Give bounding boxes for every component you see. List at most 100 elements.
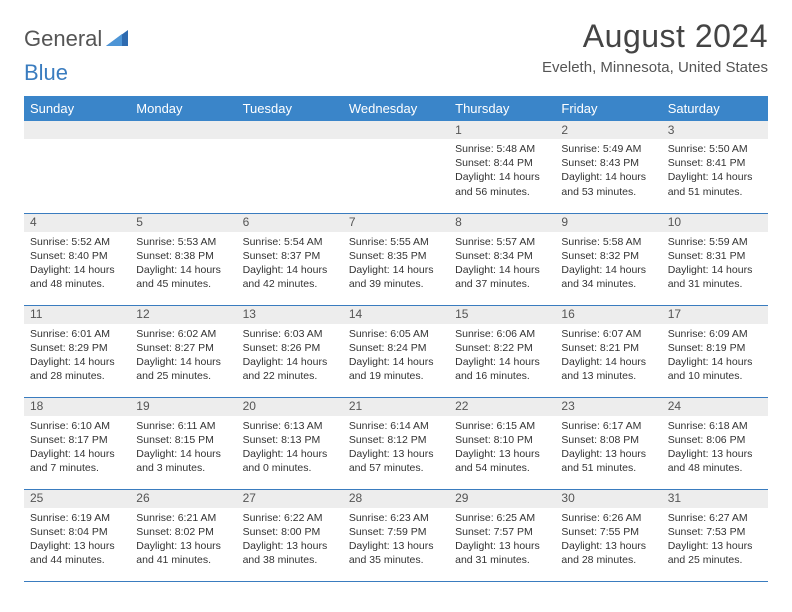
- day-info-line: Sunset: 8:38 PM: [136, 249, 230, 263]
- day-info-line: Daylight: 14 hours and 56 minutes.: [455, 170, 549, 198]
- day-info-line: Daylight: 14 hours and 16 minutes.: [455, 355, 549, 383]
- day-info-line: Sunset: 8:19 PM: [668, 341, 762, 355]
- day-info-line: Sunset: 7:55 PM: [561, 525, 655, 539]
- day-number: 7: [343, 214, 449, 232]
- day-info-line: Daylight: 13 hours and 57 minutes.: [349, 447, 443, 475]
- day-number: 13: [237, 306, 343, 324]
- day-info-line: Sunset: 7:57 PM: [455, 525, 549, 539]
- weekday-header: Sunday: [24, 96, 130, 121]
- day-content: Sunrise: 6:25 AMSunset: 7:57 PMDaylight:…: [449, 508, 555, 572]
- day-content: Sunrise: 5:55 AMSunset: 8:35 PMDaylight:…: [343, 232, 449, 296]
- day-number: 15: [449, 306, 555, 324]
- day-info-line: Sunset: 8:10 PM: [455, 433, 549, 447]
- day-info-line: Sunrise: 6:15 AM: [455, 419, 549, 433]
- day-info-line: Sunset: 8:37 PM: [243, 249, 337, 263]
- day-info-line: Sunrise: 6:05 AM: [349, 327, 443, 341]
- day-info-line: Sunrise: 5:49 AM: [561, 142, 655, 156]
- calendar-day-cell: 26Sunrise: 6:21 AMSunset: 8:02 PMDayligh…: [130, 489, 236, 581]
- day-number-empty: [237, 121, 343, 139]
- day-content: Sunrise: 6:19 AMSunset: 8:04 PMDaylight:…: [24, 508, 130, 572]
- calendar-day-cell: 7Sunrise: 5:55 AMSunset: 8:35 PMDaylight…: [343, 213, 449, 305]
- day-content: Sunrise: 5:58 AMSunset: 8:32 PMDaylight:…: [555, 232, 661, 296]
- calendar-day-cell: 24Sunrise: 6:18 AMSunset: 8:06 PMDayligh…: [662, 397, 768, 489]
- weekday-header: Wednesday: [343, 96, 449, 121]
- day-number: 11: [24, 306, 130, 324]
- calendar-day-cell: 29Sunrise: 6:25 AMSunset: 7:57 PMDayligh…: [449, 489, 555, 581]
- calendar-day-cell: 28Sunrise: 6:23 AMSunset: 7:59 PMDayligh…: [343, 489, 449, 581]
- calendar-day-cell: 1Sunrise: 5:48 AMSunset: 8:44 PMDaylight…: [449, 121, 555, 213]
- day-number-empty: [24, 121, 130, 139]
- day-number-empty: [130, 121, 236, 139]
- calendar-week-row: 18Sunrise: 6:10 AMSunset: 8:17 PMDayligh…: [24, 397, 768, 489]
- day-content: Sunrise: 6:27 AMSunset: 7:53 PMDaylight:…: [662, 508, 768, 572]
- calendar-day-cell: 25Sunrise: 6:19 AMSunset: 8:04 PMDayligh…: [24, 489, 130, 581]
- day-number-empty: [343, 121, 449, 139]
- day-info-line: Sunset: 8:40 PM: [30, 249, 124, 263]
- day-number: 29: [449, 490, 555, 508]
- calendar-day-cell: 3Sunrise: 5:50 AMSunset: 8:41 PMDaylight…: [662, 121, 768, 213]
- day-info-line: Sunrise: 6:09 AM: [668, 327, 762, 341]
- day-info-line: Daylight: 13 hours and 31 minutes.: [455, 539, 549, 567]
- day-number: 22: [449, 398, 555, 416]
- weekday-header: Monday: [130, 96, 236, 121]
- calendar-day-cell: 19Sunrise: 6:11 AMSunset: 8:15 PMDayligh…: [130, 397, 236, 489]
- day-info-line: Sunrise: 5:58 AM: [561, 235, 655, 249]
- weekday-header: Friday: [555, 96, 661, 121]
- day-content: Sunrise: 6:18 AMSunset: 8:06 PMDaylight:…: [662, 416, 768, 480]
- weekday-header: Tuesday: [237, 96, 343, 121]
- calendar-week-row: 11Sunrise: 6:01 AMSunset: 8:29 PMDayligh…: [24, 305, 768, 397]
- day-number: 1: [449, 121, 555, 139]
- calendar-day-cell: 23Sunrise: 6:17 AMSunset: 8:08 PMDayligh…: [555, 397, 661, 489]
- day-number: 5: [130, 214, 236, 232]
- day-info-line: Daylight: 13 hours and 48 minutes.: [668, 447, 762, 475]
- day-info-line: Sunset: 8:06 PM: [668, 433, 762, 447]
- day-number: 27: [237, 490, 343, 508]
- calendar-day-cell: 31Sunrise: 6:27 AMSunset: 7:53 PMDayligh…: [662, 489, 768, 581]
- day-info-line: Sunset: 8:44 PM: [455, 156, 549, 170]
- calendar-day-cell: 5Sunrise: 5:53 AMSunset: 8:38 PMDaylight…: [130, 213, 236, 305]
- day-number: 26: [130, 490, 236, 508]
- calendar-day-cell: 15Sunrise: 6:06 AMSunset: 8:22 PMDayligh…: [449, 305, 555, 397]
- day-content: Sunrise: 5:48 AMSunset: 8:44 PMDaylight:…: [449, 139, 555, 203]
- day-info-line: Sunrise: 6:18 AM: [668, 419, 762, 433]
- day-number: 6: [237, 214, 343, 232]
- day-info-line: Sunset: 8:22 PM: [455, 341, 549, 355]
- day-number: 8: [449, 214, 555, 232]
- day-info-line: Sunset: 8:26 PM: [243, 341, 337, 355]
- title-block: August 2024 Eveleth, Minnesota, United S…: [542, 18, 768, 76]
- day-content: Sunrise: 6:10 AMSunset: 8:17 PMDaylight:…: [24, 416, 130, 480]
- day-info-line: Sunrise: 6:26 AM: [561, 511, 655, 525]
- day-info-line: Sunset: 8:04 PM: [30, 525, 124, 539]
- day-number: 4: [24, 214, 130, 232]
- day-number: 16: [555, 306, 661, 324]
- calendar-day-cell: 16Sunrise: 6:07 AMSunset: 8:21 PMDayligh…: [555, 305, 661, 397]
- day-info-line: Sunrise: 6:02 AM: [136, 327, 230, 341]
- day-info-line: Daylight: 14 hours and 37 minutes.: [455, 263, 549, 291]
- calendar-week-row: 4Sunrise: 5:52 AMSunset: 8:40 PMDaylight…: [24, 213, 768, 305]
- day-content: Sunrise: 6:22 AMSunset: 8:00 PMDaylight:…: [237, 508, 343, 572]
- day-number: 12: [130, 306, 236, 324]
- calendar-day-cell: 27Sunrise: 6:22 AMSunset: 8:00 PMDayligh…: [237, 489, 343, 581]
- day-info-line: Daylight: 13 hours and 25 minutes.: [668, 539, 762, 567]
- day-info-line: Daylight: 14 hours and 42 minutes.: [243, 263, 337, 291]
- calendar-week-row: 1Sunrise: 5:48 AMSunset: 8:44 PMDaylight…: [24, 121, 768, 213]
- day-info-line: Sunset: 8:27 PM: [136, 341, 230, 355]
- day-content: Sunrise: 6:15 AMSunset: 8:10 PMDaylight:…: [449, 416, 555, 480]
- day-number: 31: [662, 490, 768, 508]
- day-info-line: Sunset: 8:15 PM: [136, 433, 230, 447]
- day-info-line: Daylight: 14 hours and 51 minutes.: [668, 170, 762, 198]
- calendar-day-cell: 13Sunrise: 6:03 AMSunset: 8:26 PMDayligh…: [237, 305, 343, 397]
- day-info-line: Sunrise: 6:13 AM: [243, 419, 337, 433]
- day-content: Sunrise: 6:21 AMSunset: 8:02 PMDaylight:…: [130, 508, 236, 572]
- day-info-line: Sunset: 8:29 PM: [30, 341, 124, 355]
- month-title: August 2024: [542, 18, 768, 55]
- calendar-body: 1Sunrise: 5:48 AMSunset: 8:44 PMDaylight…: [24, 121, 768, 581]
- day-number: 10: [662, 214, 768, 232]
- day-info-line: Sunrise: 5:54 AM: [243, 235, 337, 249]
- day-content: Sunrise: 6:17 AMSunset: 8:08 PMDaylight:…: [555, 416, 661, 480]
- day-info-line: Daylight: 14 hours and 53 minutes.: [561, 170, 655, 198]
- day-number: 24: [662, 398, 768, 416]
- day-info-line: Daylight: 13 hours and 44 minutes.: [30, 539, 124, 567]
- day-number: 2: [555, 121, 661, 139]
- calendar-day-cell: [237, 121, 343, 213]
